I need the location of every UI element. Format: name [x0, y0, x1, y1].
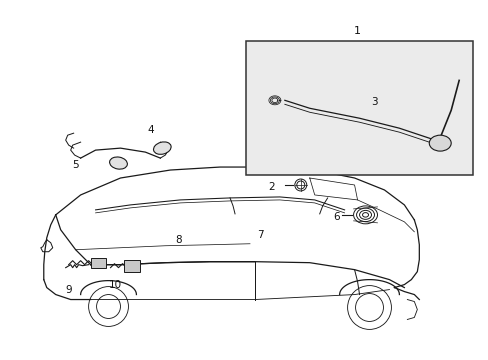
- Ellipse shape: [153, 142, 171, 154]
- Text: 5: 5: [72, 160, 79, 170]
- Bar: [245, 41, 472, 175]
- Text: 4: 4: [147, 125, 153, 135]
- Text: 6: 6: [333, 212, 339, 222]
- Text: 7: 7: [256, 230, 263, 240]
- Text: 10: 10: [109, 280, 122, 289]
- Text: 2: 2: [268, 182, 275, 192]
- Text: 1: 1: [353, 26, 360, 36]
- Ellipse shape: [428, 135, 450, 151]
- Bar: [90, 258, 105, 268]
- Ellipse shape: [109, 157, 127, 169]
- Text: 3: 3: [370, 97, 377, 107]
- Bar: [124, 260, 140, 272]
- Text: 8: 8: [175, 235, 181, 245]
- Text: 9: 9: [65, 284, 72, 294]
